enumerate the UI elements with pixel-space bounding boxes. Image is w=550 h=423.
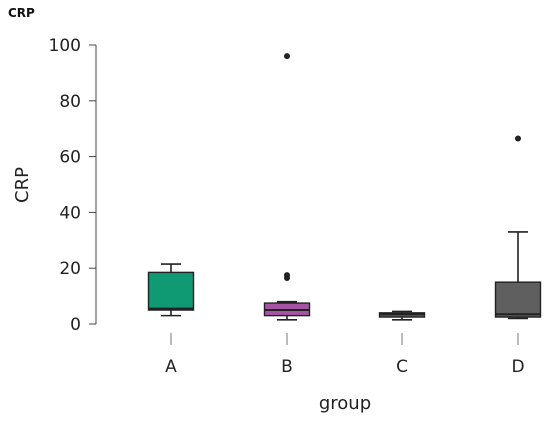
box-body xyxy=(494,281,542,318)
x-tick-label: A xyxy=(165,357,177,377)
x-axis-label: group xyxy=(319,393,371,414)
box-body xyxy=(147,271,195,311)
box-C xyxy=(378,310,426,321)
y-tick-label: 0 xyxy=(70,315,81,335)
box-A xyxy=(147,263,195,317)
x-tick-label: B xyxy=(281,357,293,377)
y-tick-label: 60 xyxy=(59,148,81,168)
y-tick-label: 80 xyxy=(59,92,81,112)
x-axis: A B C D xyxy=(165,333,525,377)
y-axis: 0 20 40 60 80 100 xyxy=(49,36,97,335)
x-tick-label: C xyxy=(396,357,408,377)
chart-title: CRP xyxy=(8,6,35,20)
outlier-point xyxy=(284,272,290,279)
y-tick-label: 40 xyxy=(59,203,81,223)
x-tick-label: D xyxy=(511,357,524,377)
box-B xyxy=(263,53,311,321)
outlier-point xyxy=(284,53,290,60)
outlier-point xyxy=(515,135,521,142)
y-tick-label: 20 xyxy=(59,259,81,279)
boxplot-series xyxy=(147,53,542,321)
box-D xyxy=(494,135,542,320)
y-tick-label: 100 xyxy=(49,36,81,56)
y-axis-label: CRP xyxy=(12,167,33,203)
